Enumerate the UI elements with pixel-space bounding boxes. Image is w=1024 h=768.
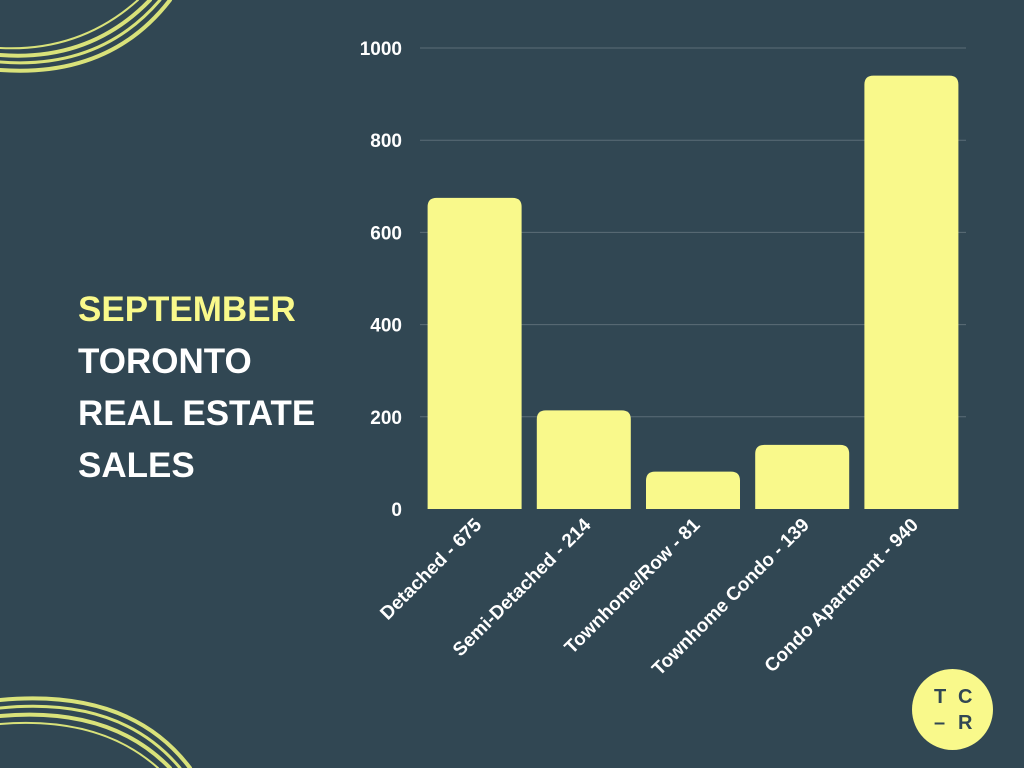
bar [427, 197, 522, 509]
decorative-swirl-bottom [0, 696, 192, 768]
y-tick-label: 200 [370, 408, 402, 429]
logo-dash: – [934, 712, 946, 734]
title-line-city: TORONTO [78, 342, 252, 381]
bar [864, 75, 959, 509]
y-tick-label: 400 [370, 316, 402, 337]
decorative-swirl-top [0, 0, 172, 73]
title-line-month: SEPTEMBER [78, 290, 296, 329]
title-line-topic: REAL ESTATE [78, 394, 316, 433]
chart-title: SEPTEMBER TORONTO REAL ESTATE SALES [78, 284, 315, 492]
logo-letter-c: C [958, 686, 973, 708]
bar [755, 444, 850, 509]
bar [646, 471, 740, 509]
title-line-sales: SALES [78, 446, 195, 485]
bars [427, 75, 959, 509]
logo-letter-r: R [958, 712, 973, 734]
tcr-logo: T C – R [912, 669, 993, 750]
y-tick-label: 800 [370, 131, 402, 152]
y-tick-label: 600 [370, 223, 402, 244]
x-category-label: Detached - 675 [376, 514, 486, 624]
y-tick-label: 1000 [360, 39, 402, 60]
y-tick-label: 0 [391, 500, 402, 521]
bar [536, 410, 631, 509]
y-axis-ticks: 0 200 400 600 800 1000 [360, 39, 402, 521]
logo-letter-t: T [934, 686, 947, 708]
